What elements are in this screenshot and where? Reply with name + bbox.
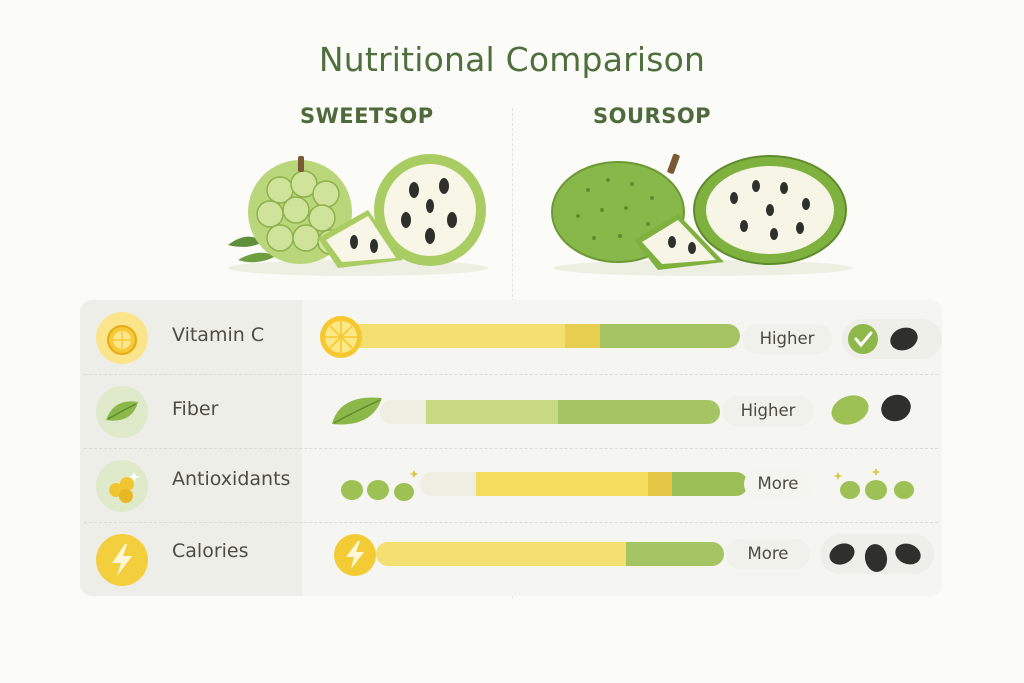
- row-antioxidants: Antioxidants More: [80, 450, 942, 520]
- nutrient-label: Fiber: [172, 398, 219, 420]
- sweetsop-illustration: [218, 150, 498, 280]
- seeds-icon: [829, 543, 921, 572]
- page-title: Nutritional Comparison: [318, 40, 706, 79]
- row-calories: Calories More: [80, 524, 942, 594]
- row-vitamin-c: Vitamin C Higher: [80, 302, 942, 372]
- comparison-bar: [320, 324, 740, 348]
- berries-icon: [96, 460, 148, 512]
- column-label-sweetsop: SWEETSOP: [300, 104, 434, 128]
- nutrient-label: Antioxidants: [172, 468, 291, 490]
- leaf-icon: [332, 397, 382, 425]
- seed-icon: [831, 394, 911, 425]
- comparison-bar: [380, 400, 720, 424]
- nutrient-label: Calories: [172, 540, 249, 562]
- lightning-icon: [96, 534, 148, 586]
- column-label-soursop: SOURSOP: [593, 104, 712, 128]
- row-divider: [84, 522, 938, 523]
- comparison-badge: Higher: [742, 324, 832, 354]
- leaf-icon: [96, 386, 148, 438]
- lemon-icon: [96, 312, 148, 364]
- lightning-icon: [334, 534, 376, 576]
- soursop-illustration: [548, 150, 858, 280]
- berries-icon-soursop: [833, 468, 914, 500]
- row-divider: [84, 448, 938, 449]
- comparison-badge: More: [744, 469, 812, 499]
- comparison-badge: More: [726, 539, 810, 569]
- check-icon: [848, 324, 918, 354]
- row-divider: [84, 374, 938, 375]
- comparison-badge: Higher: [722, 396, 814, 426]
- lemon-slice-icon: [320, 316, 362, 358]
- nutrient-label: Vitamin C: [172, 324, 265, 346]
- comparison-bar: [376, 542, 724, 566]
- berries-icon: [341, 470, 419, 501]
- comparison-bar: [420, 472, 748, 496]
- row-fiber: Fiber Higher: [80, 376, 942, 446]
